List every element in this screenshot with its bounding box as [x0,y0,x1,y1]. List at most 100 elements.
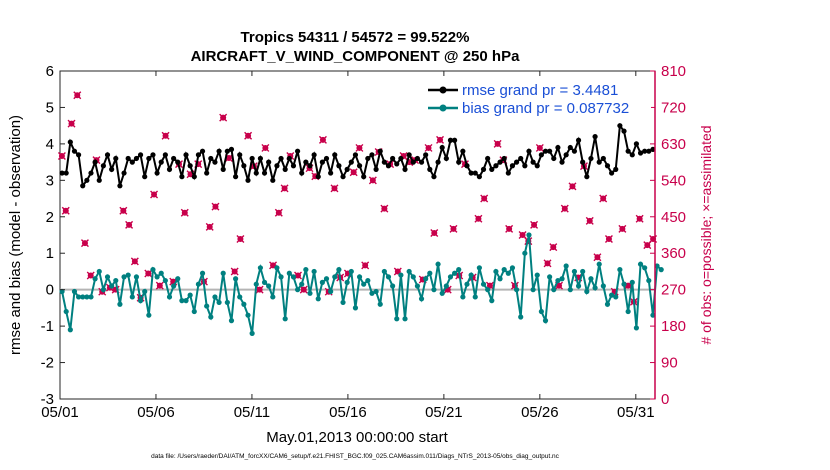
rmse-point [286,155,292,162]
obs-count-point [211,202,220,211]
x-axis-label: May.01,2013 00:00:00 start [266,429,448,446]
y-axis-label-left: rmse and bias (model - observation) [7,115,24,355]
rmse-point [530,159,536,165]
rmse-point [390,155,396,162]
bias-point [480,281,487,287]
rmse-point [71,148,78,154]
obs-count-cross [599,194,608,203]
bias-point [220,270,226,276]
bias-point [224,299,230,306]
obs-count-point [230,267,239,276]
y-left-tick-label: 0 [46,282,54,299]
bias-point [216,299,222,306]
bias-point [452,270,458,276]
obs-count-cross [261,143,270,152]
bias-point [493,268,499,275]
obs-count-cross [424,143,433,152]
rmse-point [633,141,640,147]
rmse-point [476,174,482,180]
y-left-tick-label: -2 [41,355,54,372]
bias-point [294,287,301,293]
bias-point [150,267,156,273]
rmse-point [183,152,189,158]
rmse-point [352,152,359,158]
rmse-point [340,174,346,180]
obs-count-point [543,259,552,268]
obs-count-point [318,135,327,144]
bias-point [600,283,606,289]
bias-point [414,283,421,289]
rmse-point [224,148,230,154]
rmse-point [542,148,549,154]
rmse-point [92,159,98,165]
bias-point [162,277,168,284]
footnote: data file: /Users/raeder/DAI/ATM_forcXX/… [151,453,560,460]
bias-point [646,277,652,284]
obs-count-point [380,204,389,213]
rmse-point [460,148,466,154]
bias-point [534,272,540,278]
rmse-point [439,144,445,151]
bias-point [584,288,590,295]
rmse-point [538,152,544,158]
rmse-point [245,177,251,183]
bias-point [204,303,210,309]
bias-point [212,294,218,300]
rmse-point [621,128,627,134]
obs-count-point [474,214,483,223]
rmse-point [67,139,73,145]
rmse-point [493,163,499,169]
bias-point [266,283,272,289]
rmse-point [637,150,644,156]
rmse-point [452,137,458,143]
bias-point [377,301,383,307]
bias-point [609,292,615,298]
bias-point [67,327,73,333]
rmse-point [216,148,222,154]
obs-count-point [480,194,489,203]
rmse-point [377,148,383,154]
obs-count-point [57,152,66,161]
obs-count-point [244,131,253,140]
bias-point [394,316,400,322]
bias-point [237,294,243,300]
obs-count-cross [274,208,283,217]
rmse-point [567,144,573,151]
rmse-point [199,148,206,154]
chart-subtitle: AIRCRAFT_V_WIND_COMPONENT @ 250 hPa [191,48,521,65]
rmse-point [113,155,119,162]
bias-point [559,276,565,282]
rmse-point [282,166,288,172]
rmse-point [266,159,272,165]
y-right-tick-label: 270 [661,282,686,299]
bias-point [538,308,544,315]
bias-point [228,318,235,324]
bias-point [365,277,371,284]
rmse-point [328,170,334,176]
rmse-point [150,152,156,158]
obs-count-cross [349,168,358,177]
bias-point [485,287,491,293]
obs-count-cross [161,131,170,140]
x-tick-label: 05/06 [137,404,175,421]
rmse-point [121,170,127,176]
bias-point [435,261,441,267]
bias-point [328,288,334,295]
bias-point [191,308,197,315]
legend-label-bias: bias grand pr = 0.087732 [462,100,629,117]
bias-point [468,272,474,278]
rmse-point [584,174,590,180]
rmse-point [617,123,623,129]
rmse-point [629,152,635,158]
rmse-point [431,174,437,180]
bias-point [509,265,516,271]
obs-count-point [505,224,514,233]
bias-point [460,294,466,300]
rmse-point [336,163,342,169]
bias-point [431,287,437,293]
bias-point [195,281,202,287]
obs-count-point [294,271,302,280]
y-right-tick-label: 810 [661,63,686,80]
obs-count-point [535,143,544,152]
rmse-point [381,159,387,165]
